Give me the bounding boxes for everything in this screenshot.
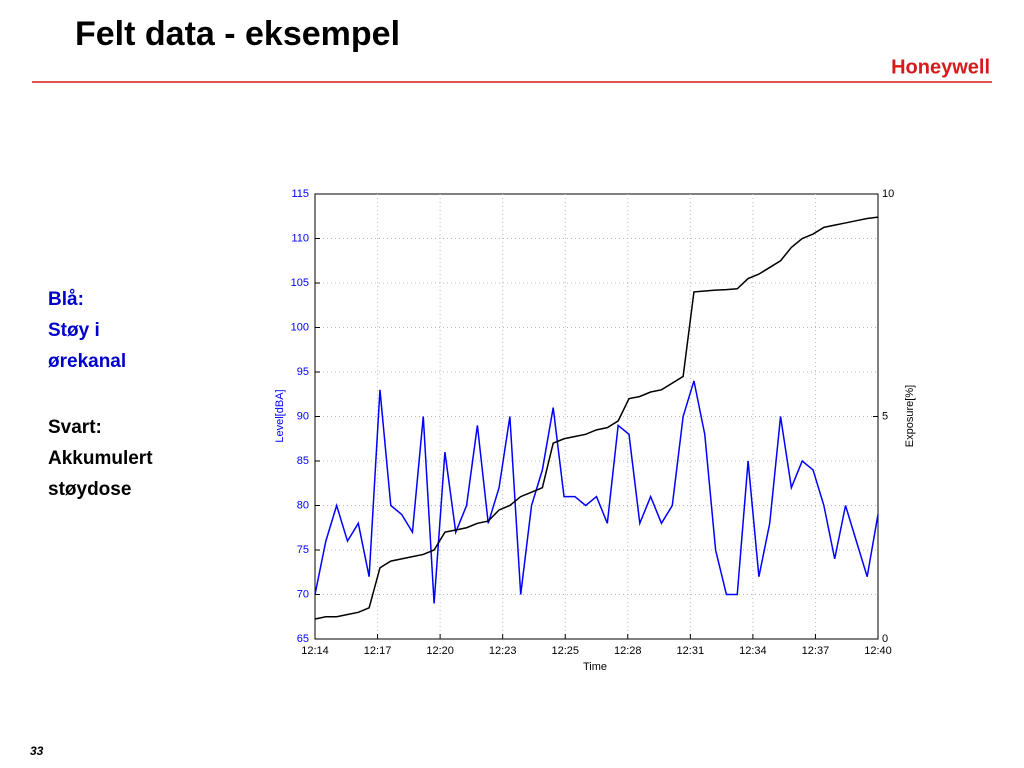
note-line: Akkumulert <box>48 448 153 469</box>
y-tick-label: 65 <box>297 633 309 645</box>
x-tick-label: 12:25 <box>551 645 579 657</box>
x-tick-label: 12:28 <box>614 645 642 657</box>
y-tick-label: 95 <box>297 366 309 378</box>
y2-tick-label: 10 <box>882 188 894 200</box>
x-tick-label: 12:23 <box>489 645 517 657</box>
y2-tick-label: 5 <box>882 410 888 422</box>
note-line: støydose <box>48 479 131 500</box>
y-tick-label: 100 <box>291 321 309 333</box>
plot-frame <box>314 193 879 640</box>
note-line: Blå: <box>48 289 84 310</box>
y-tick-label: 85 <box>297 455 309 467</box>
note-line: Svart: <box>48 417 102 438</box>
y2-tick-label: 0 <box>882 633 888 645</box>
note-line: Støy i <box>48 320 100 341</box>
series-line <box>314 216 879 620</box>
x-tick-label: 12:20 <box>426 645 454 657</box>
page-number: 33 <box>30 744 44 758</box>
series-line <box>314 380 879 604</box>
x-tick-label: 12:40 <box>864 645 892 657</box>
y-axis-label: Level[dBA] <box>274 389 286 442</box>
x-tick-label: 12:31 <box>677 645 705 657</box>
x-tick-label: 12:37 <box>802 645 830 657</box>
y-tick-label: 80 <box>297 499 309 511</box>
slide-title: Felt data - eksempel <box>75 15 400 53</box>
y-tick-label: 110 <box>291 232 309 244</box>
y2-axis-label: Exposure[%] <box>904 385 916 447</box>
x-tick-label: 12:17 <box>364 645 392 657</box>
logo: Honeywell <box>891 56 990 78</box>
y-tick-label: 75 <box>297 544 309 556</box>
y-tick-label: 115 <box>291 188 309 200</box>
note-line: ørekanal <box>48 351 126 372</box>
y-tick-label: 90 <box>297 410 309 422</box>
y-tick-label: 105 <box>291 277 309 289</box>
x-tick-label: 12:14 <box>301 645 329 657</box>
x-axis-label: Time <box>583 661 607 673</box>
x-tick-label: 12:34 <box>739 645 767 657</box>
y-tick-label: 70 <box>297 588 309 600</box>
